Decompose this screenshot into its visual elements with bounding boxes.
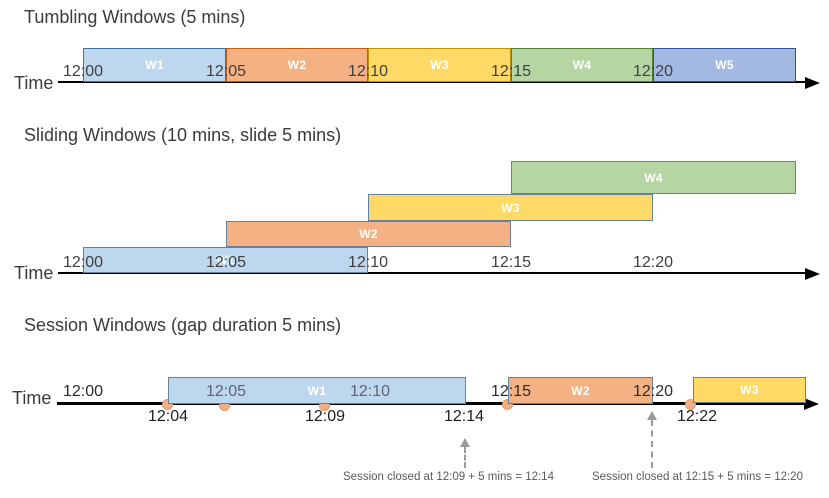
session-window-w2: W2 — [508, 377, 653, 404]
event-time-label: 12:14 — [443, 408, 485, 425]
window-label: W3 — [430, 58, 449, 72]
window-label: W1 — [145, 58, 164, 72]
tick-label: 12:05 — [205, 63, 247, 80]
axis-arrow-icon — [805, 268, 820, 280]
tick-label: 12:00 — [62, 254, 104, 271]
tick-label: 12:10 — [349, 383, 391, 400]
sliding-window-w3: W3 — [368, 194, 653, 221]
time-axis-label: Time — [12, 388, 52, 408]
dashed-arrow-icon — [647, 411, 657, 420]
session-annotation: Session closed at 12:15 + 5 mins = 12:20 — [592, 471, 803, 483]
dashed-arrow-line — [464, 447, 466, 468]
window-label: W2 — [359, 227, 378, 241]
tick-label: 12:05 — [205, 383, 247, 400]
window-label: W4 — [572, 58, 592, 72]
sliding-window-w4: W4 — [511, 161, 796, 194]
tick-label: 12:00 — [62, 383, 104, 400]
tick-label: 12:10 — [347, 63, 389, 80]
session-window-w1: W1 — [168, 377, 466, 404]
sliding-window-w2: W2 — [226, 221, 511, 247]
window-label: W2 — [287, 58, 307, 72]
tumbling-window-w3: W3 — [368, 48, 511, 82]
window-label: W4 — [644, 170, 663, 185]
window-label: W1 — [307, 383, 327, 398]
sliding-window-w1: W1 — [83, 247, 368, 273]
window-label: W1 — [216, 253, 235, 267]
tick-label: 12:15 — [490, 254, 532, 271]
event-dot-icon — [502, 399, 513, 410]
tumbling-window-w4: W4 — [511, 48, 653, 82]
time-axis — [58, 81, 806, 83]
window-label: W3 — [501, 200, 520, 215]
tick-label: 12:20 — [632, 254, 674, 271]
tumbling-window-w2: W2 — [226, 48, 368, 82]
event-time-label: 12:22 — [676, 408, 718, 425]
window-label: W5 — [715, 58, 734, 72]
dashed-arrow-icon — [460, 438, 470, 447]
tumbling-window-w1: W1 — [83, 48, 226, 82]
dashed-arrow-line — [651, 420, 653, 468]
window-label: W2 — [571, 383, 590, 398]
tumbling-section-title: Tumbling Windows (5 mins) — [24, 7, 246, 27]
window-label: W3 — [740, 383, 759, 397]
tick-label: 12:00 — [62, 63, 104, 80]
tick-label: 12:10 — [347, 254, 389, 271]
session-annotation: Session closed at 12:09 + 5 mins = 12:14 — [343, 471, 554, 483]
axis-arrow-icon — [804, 398, 819, 410]
tumbling-window-w5: W5 — [653, 48, 796, 82]
sliding-section-title: Sliding Windows (10 mins, slide 5 mins) — [24, 125, 342, 145]
axis-arrow-icon — [805, 77, 820, 89]
session-window-w3: W3 — [693, 377, 806, 403]
time-axis-label: Time — [14, 73, 54, 93]
time-axis — [58, 272, 806, 274]
event-dot-icon — [685, 399, 696, 410]
time-axis-label: Time — [14, 263, 54, 283]
tick-label: 12:15 — [490, 63, 532, 80]
event-dot-icon — [162, 399, 173, 410]
session-section-title: Session Windows (gap duration 5 mins) — [24, 315, 342, 335]
tick-label: 12:15 — [490, 383, 532, 400]
tick-label: 12:20 — [632, 383, 674, 400]
event-time-label: 12:04 — [147, 408, 189, 425]
tick-label: 12:05 — [205, 254, 247, 271]
event-time-label: 12:09 — [304, 408, 346, 425]
tick-label: 12:20 — [632, 63, 674, 80]
